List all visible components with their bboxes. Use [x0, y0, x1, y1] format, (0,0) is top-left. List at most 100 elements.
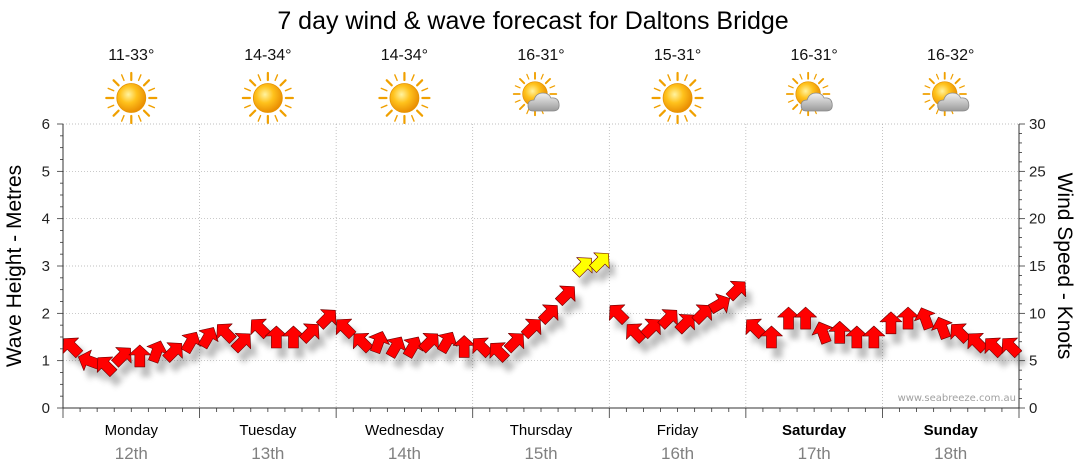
- wind-arrow-shadow: [697, 314, 718, 335]
- wind-arrow: [216, 323, 237, 344]
- wind-arrow: [657, 309, 678, 330]
- wind-arrow: [162, 342, 183, 363]
- wind-arrow: [914, 307, 936, 331]
- wind-arrow: [862, 325, 886, 349]
- right-tick-label: 20: [1029, 211, 1046, 228]
- sun-icon: [378, 71, 431, 125]
- wind-arrow: [111, 347, 132, 368]
- wind-arrow: [520, 318, 542, 340]
- wind-arrow: [352, 332, 374, 354]
- left-tick-label: 4: [42, 211, 50, 228]
- watermark: www.seabreeze.com.au: [898, 393, 1016, 404]
- wind-arrow: [674, 314, 695, 335]
- left-tick-label: 2: [42, 305, 50, 322]
- left-tick-label: 1: [42, 353, 50, 370]
- wind-arrow: [230, 332, 252, 354]
- right-tick-label: 30: [1029, 116, 1046, 133]
- day-date: 16th: [661, 444, 694, 463]
- day-date: 13th: [251, 444, 284, 463]
- wind-arrow: [96, 356, 118, 378]
- day-temp: 15-31°: [654, 47, 701, 64]
- wind-arrow: [879, 311, 903, 335]
- day-name: Monday: [105, 422, 159, 439]
- wind-arrow: [503, 332, 525, 354]
- wind-arrow-shadow: [578, 267, 599, 288]
- day-temp: 11-33°: [108, 47, 154, 64]
- left-tick-label: 5: [42, 163, 50, 180]
- wind-arrow: [472, 337, 493, 359]
- wind-arrow: [626, 323, 647, 344]
- wind-arrow-shadow: [680, 324, 701, 345]
- day-name: Thursday: [510, 422, 573, 439]
- wind-arrow-shadow: [561, 295, 582, 316]
- day-temp: 16-31°: [517, 47, 564, 64]
- wind-arrow-shadow: [527, 329, 547, 349]
- wind-arrow: [794, 306, 817, 330]
- right-tick-label: 0: [1029, 400, 1037, 417]
- sun-icon: [651, 71, 704, 125]
- wind-arrow-shadow: [305, 333, 326, 354]
- wind-arrow: [436, 331, 458, 355]
- day-date: 12th: [115, 444, 148, 463]
- wind-arrow: [760, 325, 783, 349]
- wind-arrow-shadow: [646, 329, 667, 349]
- day-date: 15th: [524, 444, 557, 463]
- partly-cloudy-icon: [787, 73, 832, 116]
- right-tick-label: 15: [1029, 258, 1046, 275]
- left-tick-label: 6: [42, 116, 50, 133]
- day-temp: 14-34°: [244, 47, 291, 64]
- wind-arrow: [828, 320, 852, 344]
- wind-arrow-shadow: [595, 262, 616, 283]
- wind-arrow-shadow: [236, 343, 257, 364]
- wind-arrow-shadow: [510, 343, 530, 364]
- wind-arrow: [572, 257, 593, 278]
- wind-arrow: [640, 318, 661, 340]
- wind-arrow: [725, 280, 747, 302]
- right-axis-label: Wind Speed - Knots: [1053, 173, 1076, 360]
- right-tick-label: 5: [1029, 353, 1037, 370]
- day-date: 18th: [934, 444, 967, 463]
- wind-arrow: [707, 293, 731, 314]
- wind-arrow: [335, 318, 357, 340]
- wind-arrow-shadow: [168, 352, 189, 373]
- sun-icon: [105, 71, 158, 125]
- day-date: 14th: [388, 444, 421, 463]
- partly-cloudy-icon: [514, 73, 559, 116]
- wind-arrow: [984, 337, 1006, 359]
- day-name: Wednesday: [365, 422, 444, 439]
- wind-arrow: [315, 309, 337, 330]
- wind-arrow: [554, 285, 576, 307]
- wind-arrow-shadow: [117, 357, 138, 378]
- wind-arrow-shadow: [714, 303, 736, 324]
- right-tick-label: 25: [1029, 163, 1046, 180]
- day-name: Sunday: [924, 422, 979, 439]
- wind-arrow: [368, 331, 390, 355]
- wind-arrow: [1001, 337, 1023, 359]
- wind-arrow-shadow: [732, 291, 752, 311]
- left-tick-label: 0: [42, 400, 50, 417]
- wind-arrow: [589, 252, 610, 273]
- wind-arrow: [62, 337, 84, 359]
- wind-arrow: [950, 323, 971, 344]
- wind-arrow: [197, 327, 219, 350]
- left-axis-label: Wave Height - Metres: [3, 165, 26, 367]
- wind-arrow: [931, 316, 953, 340]
- day-name: Saturday: [782, 422, 847, 439]
- wind-arrow: [489, 342, 510, 363]
- day-date: 17th: [798, 444, 831, 463]
- wind-arrow: [180, 331, 202, 355]
- chart-title: 7 day wind & wave forecast for Daltons B…: [277, 7, 788, 35]
- wind-arrow: [128, 344, 152, 368]
- wind-arrow: [967, 332, 988, 354]
- wind-arrow: [609, 304, 630, 325]
- sun-icon: [241, 71, 294, 125]
- right-tick-label: 10: [1029, 305, 1046, 322]
- day-temp: 14-34°: [381, 47, 428, 64]
- day-name: Friday: [657, 422, 699, 439]
- wind-arrow: [691, 304, 712, 325]
- wind-arrow: [811, 321, 833, 345]
- day-temp: 16-31°: [790, 47, 837, 64]
- wind-arrow: [537, 304, 559, 325]
- wind-arrow: [402, 336, 424, 359]
